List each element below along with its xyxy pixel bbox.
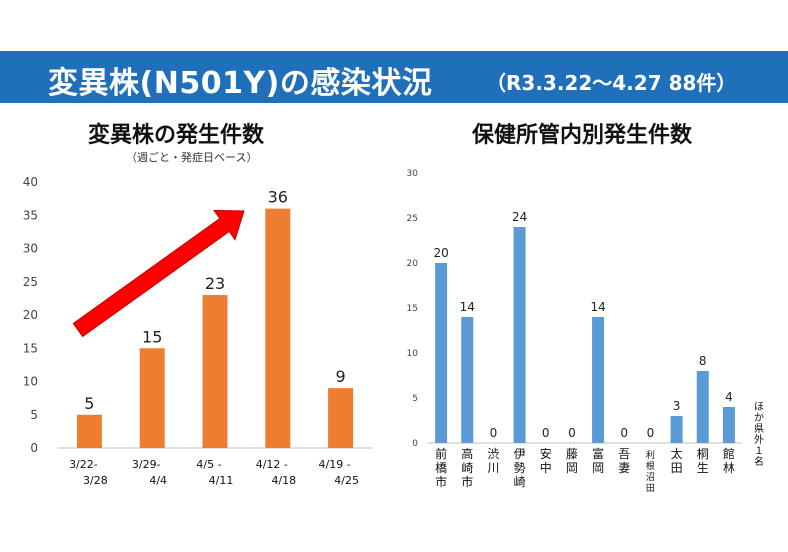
left-chart-subtitle: （週ごと・発症日ベース） xyxy=(126,151,258,164)
x-tick-label: 4/4 xyxy=(149,474,167,487)
bar xyxy=(670,416,683,443)
data-label: 0 xyxy=(542,426,550,440)
data-label: 9 xyxy=(336,367,346,386)
trend-arrow-icon xyxy=(72,209,245,338)
bar xyxy=(696,371,709,443)
y-tick-label: 5 xyxy=(412,394,418,404)
data-label: 0 xyxy=(620,426,628,440)
y-tick-label: 15 xyxy=(23,341,38,355)
data-label: 5 xyxy=(84,394,94,413)
bar xyxy=(722,407,735,443)
x-tick-label: 渋川 xyxy=(487,447,499,475)
y-tick-label: 25 xyxy=(407,214,418,224)
x-tick-label: 吾妻 xyxy=(618,447,630,475)
y-tick-label: 25 xyxy=(23,275,38,289)
x-tick-label: 富岡 xyxy=(592,446,604,475)
x-tick-label: 利根沼田 xyxy=(646,449,655,494)
x-tick-label: 藤岡 xyxy=(566,447,578,475)
y-tick-label: 0 xyxy=(412,439,418,449)
bar xyxy=(202,295,228,448)
y-tick-label: 20 xyxy=(23,308,38,322)
data-label: 14 xyxy=(460,300,475,314)
y-tick-label: 35 xyxy=(23,208,38,222)
y-tick-label: 20 xyxy=(407,259,419,269)
bar xyxy=(592,317,605,443)
x-tick-label: 4/25 xyxy=(334,474,359,487)
bar xyxy=(461,317,474,443)
bar xyxy=(76,414,102,448)
x-tick-label: 高崎市 xyxy=(461,446,473,489)
data-label: 4 xyxy=(725,390,733,404)
data-label: 8 xyxy=(699,354,707,368)
page-title: 変異株(N501Y)の感染状況 xyxy=(48,66,433,101)
x-tick-label: 安中 xyxy=(540,446,552,475)
bar xyxy=(435,263,448,443)
left-chart-title: 変異株の発生件数 xyxy=(88,123,265,148)
x-tick-label: 前橋市 xyxy=(435,446,447,489)
x-tick-label: 4/11 xyxy=(209,474,234,487)
x-tick-label: 館林 xyxy=(723,446,735,475)
y-tick-label: 10 xyxy=(407,349,419,359)
chart-note: ほか県外１名 xyxy=(754,401,764,468)
header-banner: 変異株(N501Y)の感染状況 （R3.3.22～4.27 88件） xyxy=(0,51,788,103)
bar xyxy=(139,348,165,448)
x-tick-label: 3/29- xyxy=(132,458,161,471)
x-tick-label: 3/28 xyxy=(83,474,108,487)
y-tick-label: 30 xyxy=(23,242,38,256)
bar xyxy=(513,227,526,443)
x-tick-label: 3/22- xyxy=(69,458,98,471)
x-tick-label: 桐生 xyxy=(697,447,709,475)
data-label: 15 xyxy=(142,327,162,346)
x-tick-label: 4/12 - xyxy=(256,458,288,471)
data-label: 0 xyxy=(647,426,655,440)
x-tick-label: 伊勢崎 xyxy=(514,447,526,489)
right-chart-title: 保健所管内別発生件数 xyxy=(472,123,693,148)
data-label: 24 xyxy=(512,210,527,224)
y-tick-label: 0 xyxy=(30,441,38,455)
page-subtitle: （R3.3.22～4.27 88件） xyxy=(486,71,737,95)
x-tick-label: 4/18 xyxy=(271,474,296,487)
y-tick-label: 15 xyxy=(407,304,418,314)
y-tick-label: 5 xyxy=(30,408,38,422)
y-tick-label: 30 xyxy=(407,169,419,179)
x-tick-label: 4/5 - xyxy=(196,458,221,471)
data-label: 14 xyxy=(590,300,605,314)
y-tick-label: 40 xyxy=(23,175,38,189)
x-tick-label: 4/19 - xyxy=(319,458,351,471)
data-label: 36 xyxy=(268,188,288,207)
x-tick-label: 太田 xyxy=(671,446,683,475)
data-label: 0 xyxy=(490,426,498,440)
y-tick-label: 10 xyxy=(23,375,38,389)
data-label: 23 xyxy=(205,274,225,293)
data-label: 20 xyxy=(433,246,448,260)
data-label: 3 xyxy=(673,399,681,413)
bar xyxy=(328,388,354,448)
bar xyxy=(265,208,291,448)
data-label: 0 xyxy=(568,426,576,440)
